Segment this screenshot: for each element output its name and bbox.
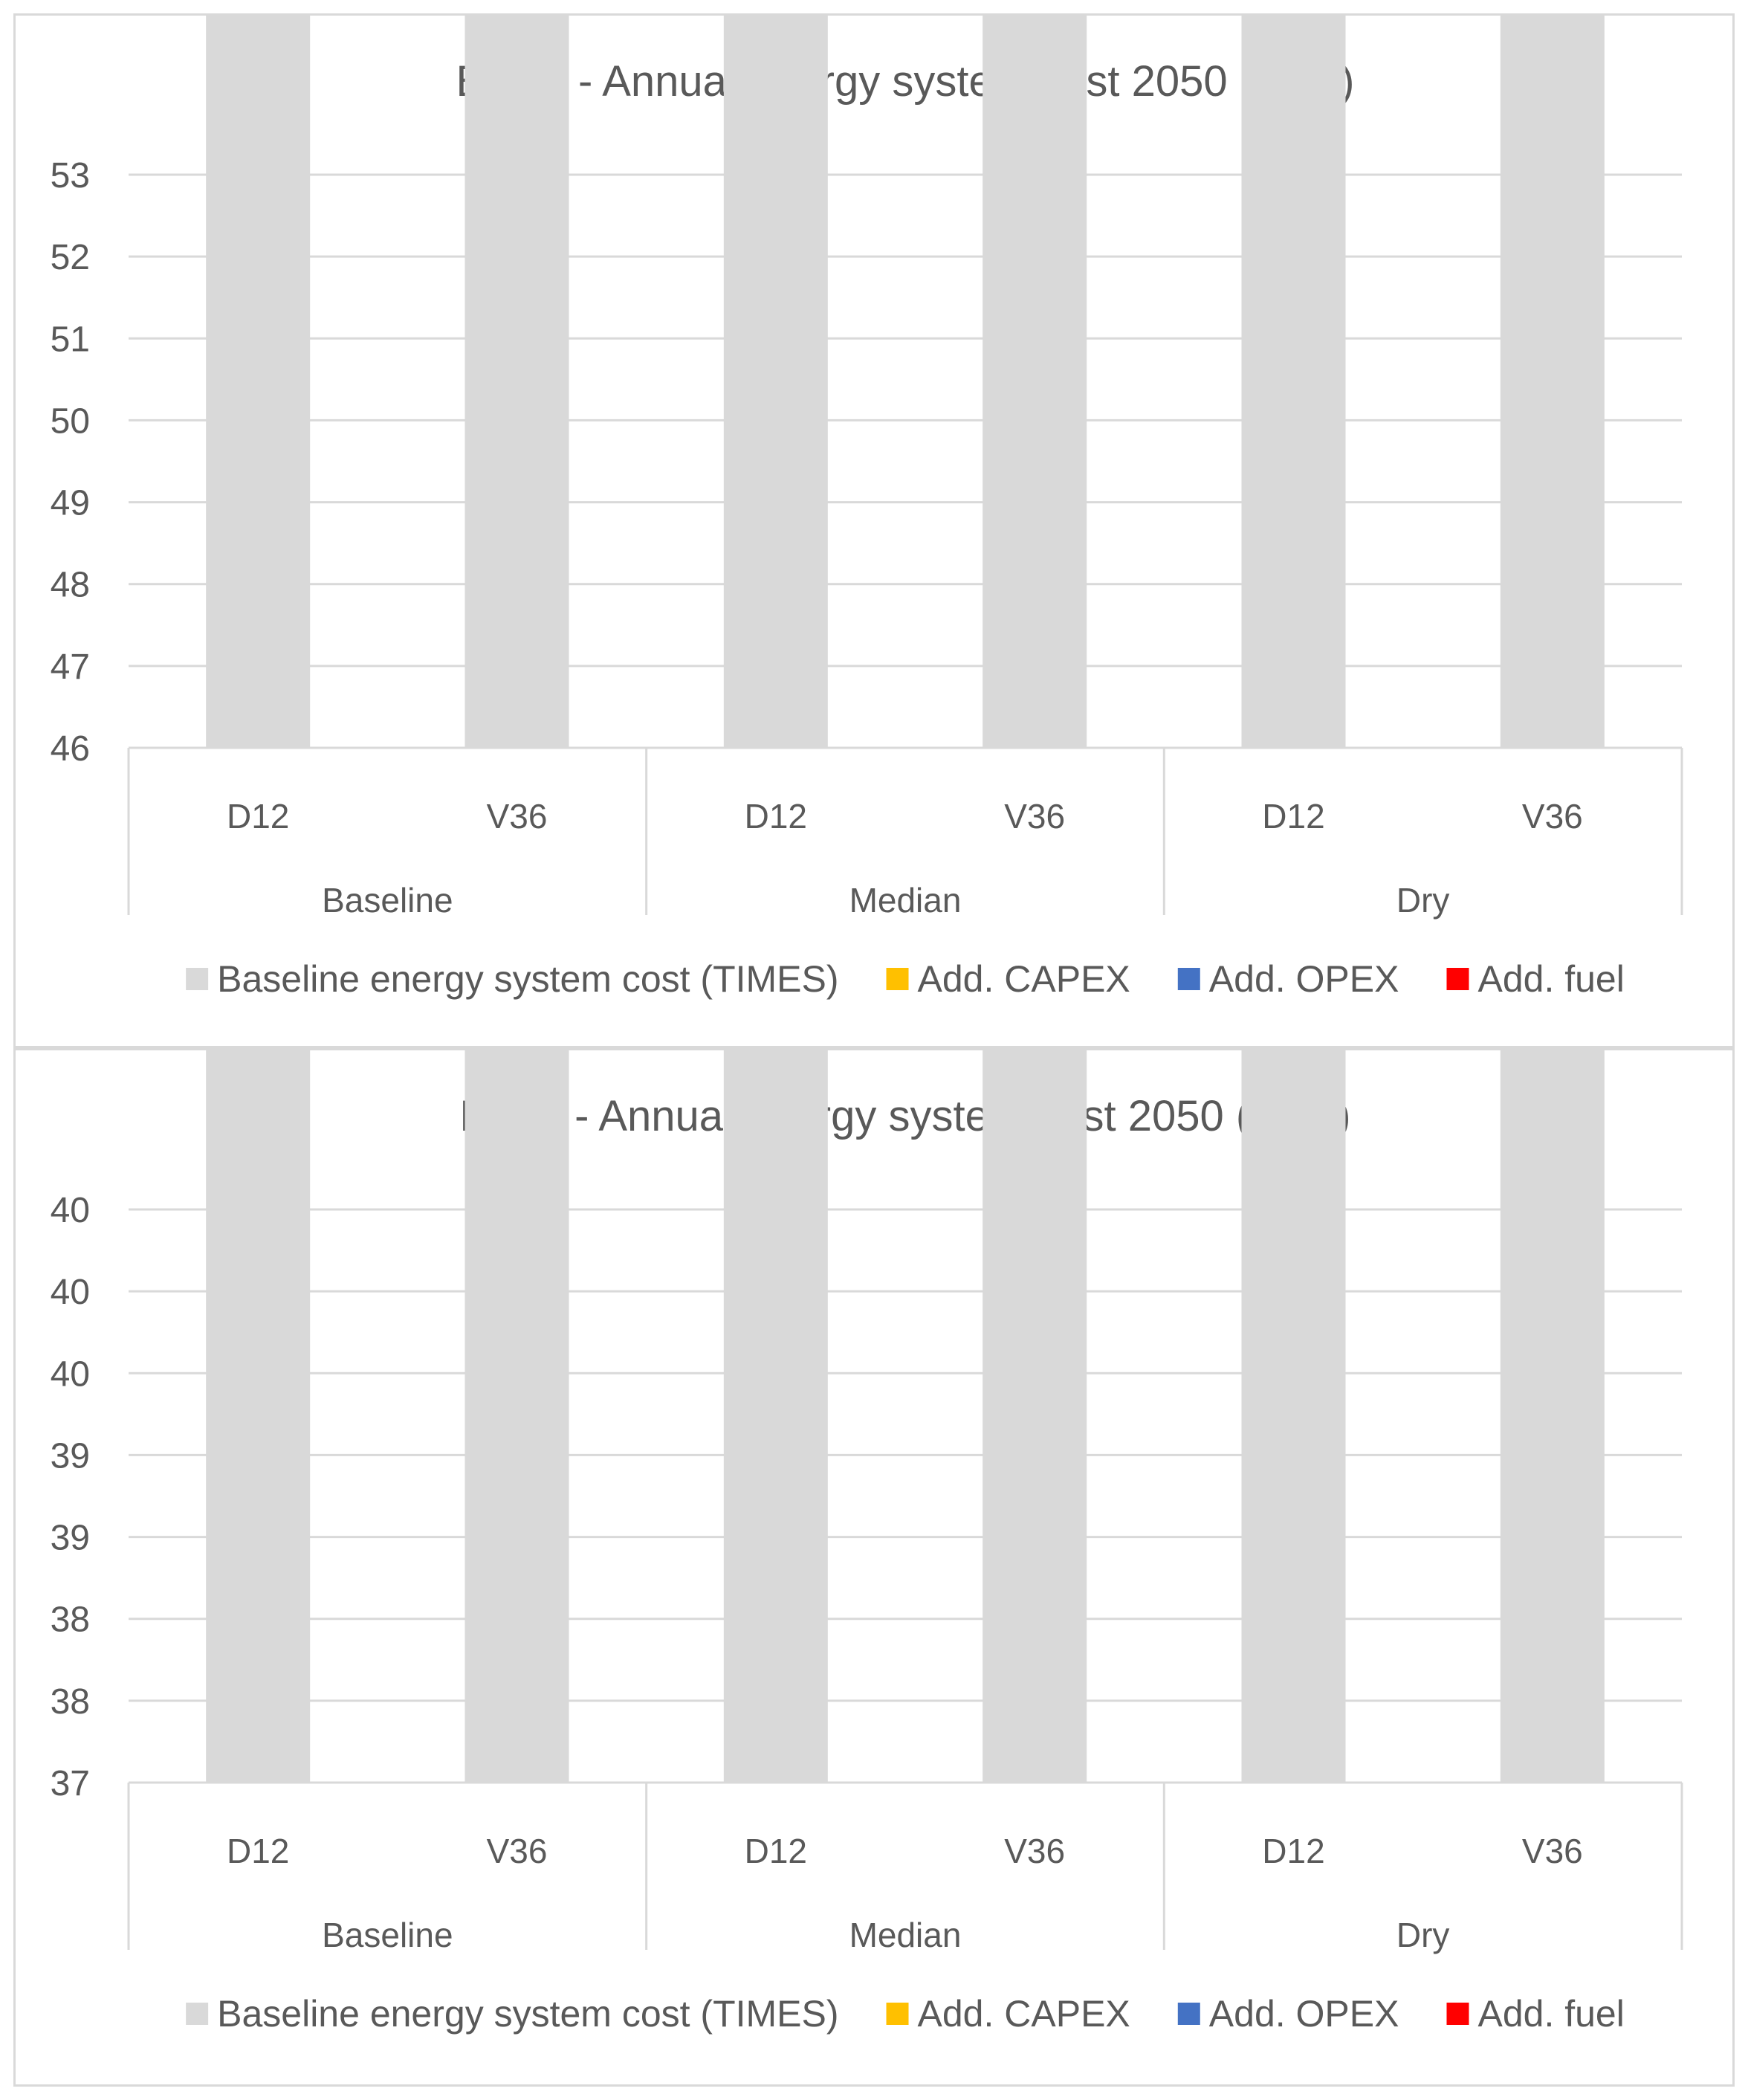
y-tick-label: 53 [51, 156, 90, 196]
legend: Baseline energy system cost (TIMES) Add. … [186, 1993, 1625, 2035]
y-tick-label: 47 [51, 647, 90, 687]
x-category-label: V36 [1522, 797, 1583, 836]
y-tick-label: 50 [51, 401, 90, 441]
y-tick-label: 52 [51, 238, 90, 277]
legend-swatch-add-fuel [1446, 2003, 1469, 2025]
y-tick-label: 46 [51, 729, 90, 769]
y-tick-label: 40 [51, 1191, 90, 1230]
legend-swatch-add-capex [886, 2003, 909, 2025]
legend-label: Add. fuel [1477, 1993, 1624, 2035]
x-category-label: V36 [487, 797, 548, 836]
legend-label: Add. OPEX [1209, 1993, 1399, 2035]
bar-baseline-energy-system-cost-times [723, 1050, 828, 1783]
x-category-label: V36 [1004, 1832, 1065, 1870]
x-category-label: D12 [745, 797, 807, 836]
chart-panel-biohi: BioHi - Annual energy system cost 2050 (… [13, 1048, 1735, 2087]
legend-label: Add. CAPEX [918, 958, 1130, 1000]
bar-baseline-energy-system-cost-times [1241, 16, 1346, 748]
legend-label: Add. CAPEX [918, 1993, 1130, 2035]
x-category-label: V36 [1522, 1832, 1583, 1870]
y-tick-label: 51 [51, 320, 90, 359]
legend-swatch-add-opex [1177, 968, 1200, 990]
legend-swatch-add-opex [1177, 2003, 1200, 2025]
bar-baseline-energy-system-cost-times [206, 1050, 311, 1783]
legend-swatch-baseline-energy-system-cost-times [186, 968, 209, 990]
bar-baseline-energy-system-cost-times [464, 16, 569, 748]
bar-baseline-energy-system-cost-times [1500, 1050, 1605, 1783]
bar-baseline-energy-system-cost-times [206, 16, 311, 748]
x-category-label: D12 [227, 797, 289, 836]
bar-baseline-energy-system-cost-times [464, 1050, 569, 1783]
bar-baseline-energy-system-cost-times [1241, 1050, 1346, 1783]
x-group-label: Dry [1396, 881, 1450, 920]
x-category-label: D12 [1262, 1832, 1324, 1870]
chart-panel-biolo: BioLo - Annual energy system cost 2050 (… [13, 13, 1735, 1048]
x-group-label: Median [849, 881, 962, 920]
x-category-label: D12 [1262, 797, 1324, 836]
legend-label: Add. fuel [1477, 958, 1624, 1000]
y-tick-label: 38 [51, 1682, 90, 1722]
bar-baseline-energy-system-cost-times [1500, 16, 1605, 748]
x-group-label: Baseline [322, 881, 453, 920]
x-group-label: Baseline [322, 1916, 453, 1954]
chart-biohi: BioHi - Annual energy system cost 2050 (… [51, 1050, 1683, 2035]
chart-title: BioHi - Annual energy system cost 2050 (… [459, 1092, 1350, 1140]
legend-swatch-add-fuel [1446, 968, 1469, 990]
bar-baseline-energy-system-cost-times [983, 16, 1087, 748]
x-category-label: V36 [487, 1832, 548, 1870]
y-tick-label: 39 [51, 1519, 90, 1558]
y-tick-label: 48 [51, 566, 90, 605]
chart-title: BioLo - Annual energy system cost 2050 (… [456, 57, 1355, 106]
legend: Baseline energy system cost (TIMES) Add. … [186, 958, 1625, 1000]
x-group-label: Dry [1396, 1916, 1450, 1954]
x-group-label: Median [849, 1916, 962, 1954]
bar-baseline-energy-system-cost-times [983, 1050, 1087, 1783]
y-tick-label: 39 [51, 1436, 90, 1476]
legend-label: Add. OPEX [1209, 958, 1399, 1000]
chart-biolo: BioLo - Annual energy system cost 2050 (… [51, 16, 1683, 1000]
y-tick-label: 40 [51, 1354, 90, 1394]
legend-label: Baseline energy system cost (TIMES) [217, 958, 838, 1000]
x-category-label: D12 [745, 1832, 807, 1870]
y-tick-label: 37 [51, 1764, 90, 1803]
x-category-label: V36 [1004, 797, 1065, 836]
y-tick-label: 38 [51, 1600, 90, 1640]
bar-baseline-energy-system-cost-times [723, 16, 828, 748]
legend-swatch-baseline-energy-system-cost-times [186, 2003, 209, 2025]
legend-swatch-add-capex [886, 968, 909, 990]
y-tick-label: 49 [51, 484, 90, 523]
legend-label: Baseline energy system cost (TIMES) [217, 1993, 838, 2035]
x-category-label: D12 [227, 1832, 289, 1870]
y-tick-label: 40 [51, 1273, 90, 1312]
